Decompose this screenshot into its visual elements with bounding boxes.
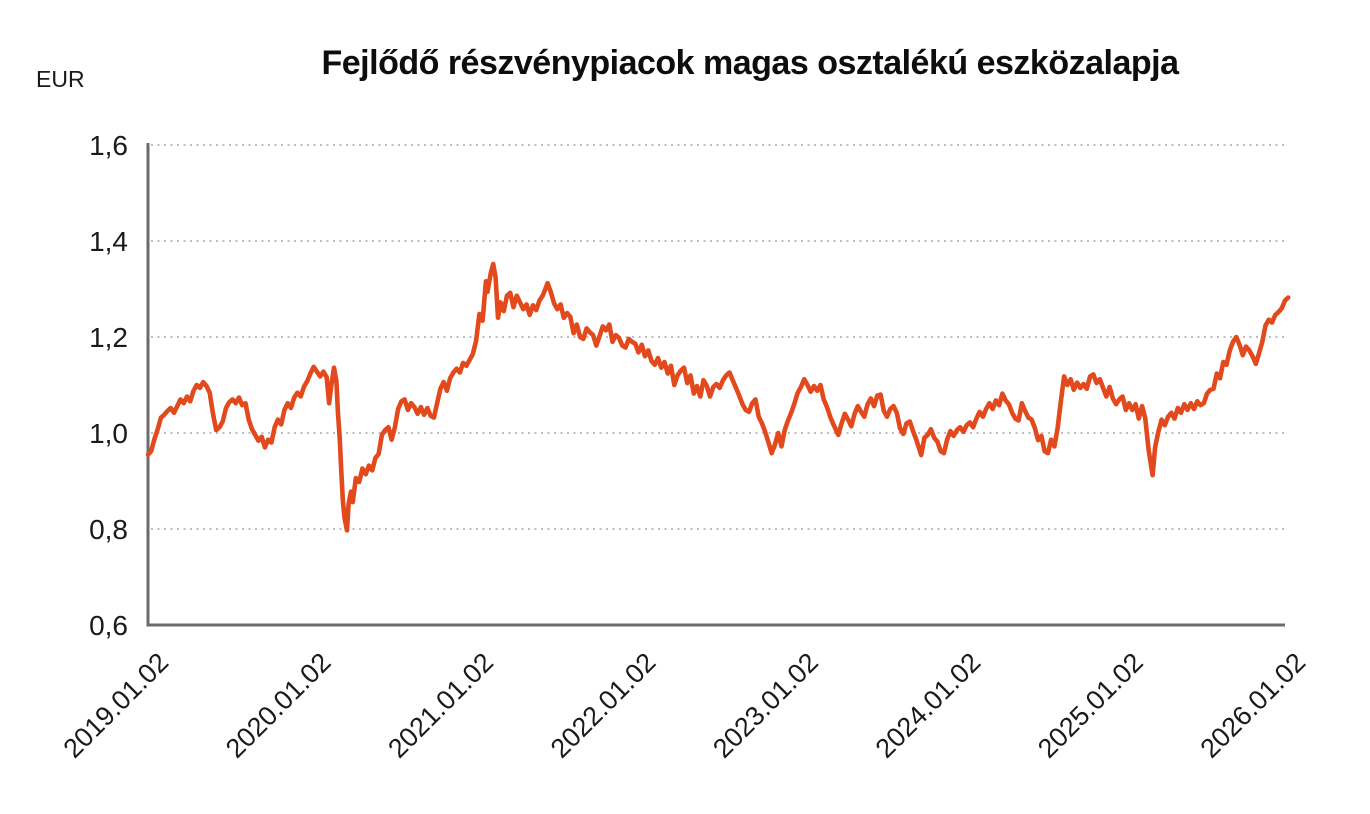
y-axis-unit-label: EUR: [36, 66, 85, 92]
x-tick-label: 2019.01.02: [57, 647, 174, 764]
x-tick-label: 2026.01.02: [1194, 647, 1311, 764]
y-tick-label: 1,0: [89, 418, 128, 449]
x-tick-label: 2024.01.02: [870, 647, 987, 764]
y-tick-label: 1,6: [89, 130, 128, 161]
x-tick-label: 2025.01.02: [1032, 647, 1149, 764]
x-tick-label: 2022.01.02: [545, 647, 662, 764]
y-tick-label: 1,2: [89, 322, 128, 353]
y-tick-label: 1,4: [89, 226, 128, 257]
chart-title: Fejlődő részvénypiacok magas osztalékú e…: [321, 44, 1179, 82]
y-tick-label: 0,8: [89, 514, 128, 545]
price-line: [145, 261, 1291, 533]
axis-line: [146, 143, 1285, 627]
y-tick-label: 0,6: [89, 610, 128, 641]
x-tick-label: 2020.01.02: [220, 647, 337, 764]
x-tick-label: 2023.01.02: [707, 647, 824, 764]
x-tick-label: 2021.01.02: [382, 647, 499, 764]
